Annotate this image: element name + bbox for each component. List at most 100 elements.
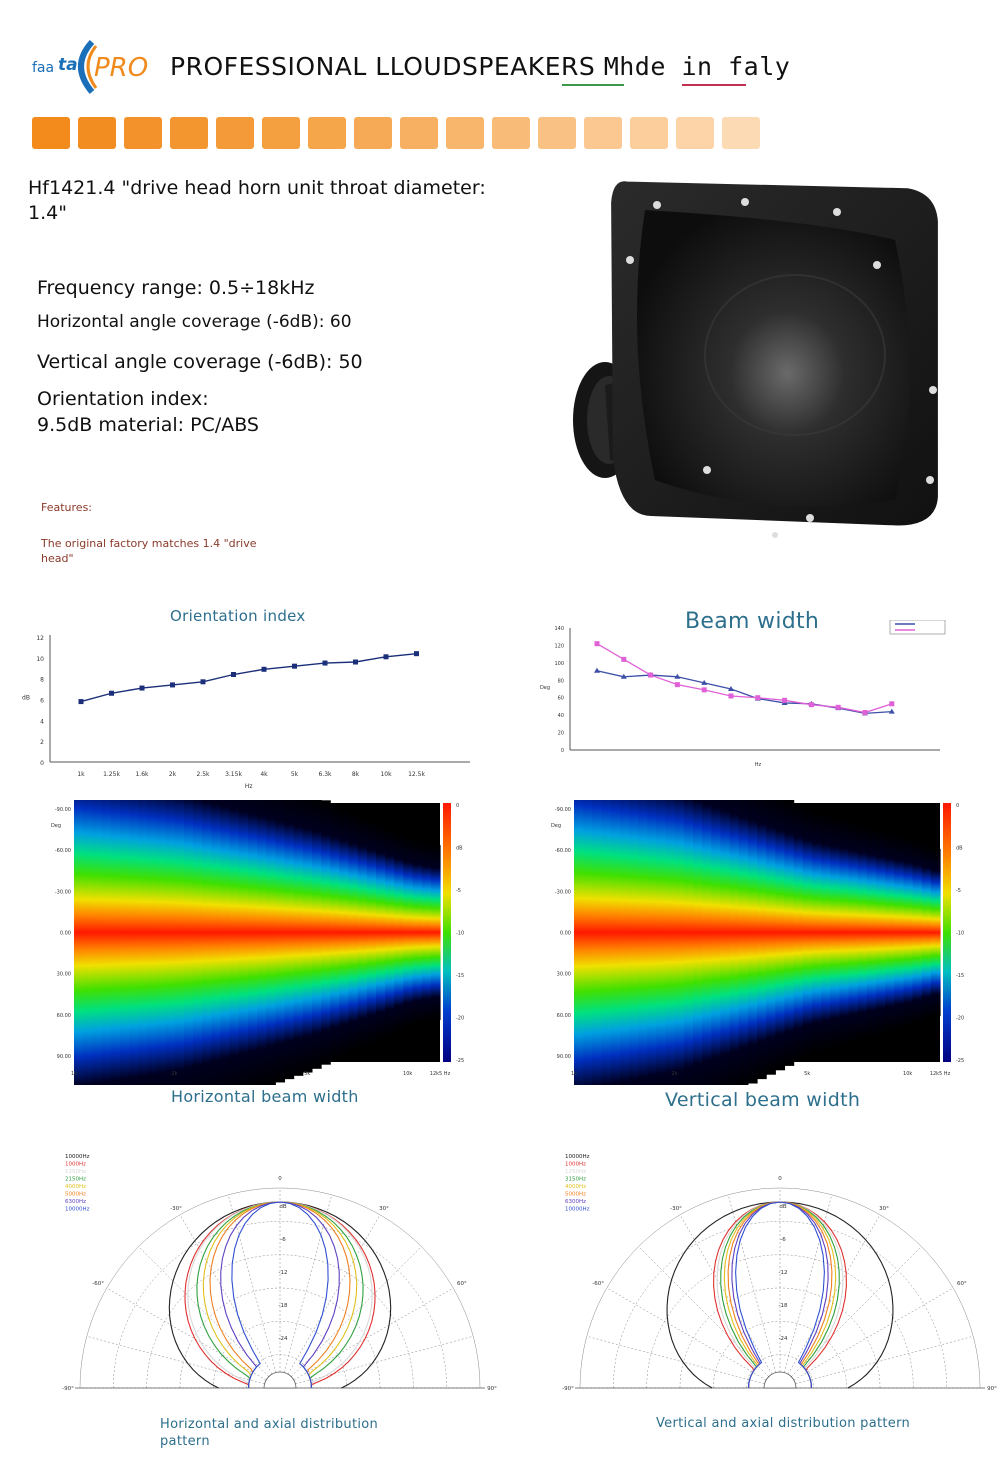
heatmap-slice xyxy=(583,800,593,1085)
heatmap-slice xyxy=(74,800,84,1085)
heatmap-slice xyxy=(692,800,703,1085)
polar-legend-item: 10000Hz xyxy=(65,1154,90,1160)
heatmap-slice xyxy=(912,841,923,1024)
polar-radial-label: -24 xyxy=(279,1336,288,1342)
data-point xyxy=(621,656,627,662)
polar-curve xyxy=(735,1201,825,1388)
polar-angle-label: 60° xyxy=(957,1281,967,1287)
polar-center-cap xyxy=(763,1371,797,1389)
heatmap-slice xyxy=(683,800,694,1085)
features-label: Features: xyxy=(41,501,93,514)
data-point xyxy=(414,651,419,657)
colorbar-tick-label: -10 xyxy=(456,931,464,937)
y-axis-label: Deg xyxy=(51,823,61,829)
y-tick-label: 60 xyxy=(558,696,564,702)
polar-grid-spoke xyxy=(779,1335,974,1389)
legend-box xyxy=(889,620,946,635)
heatmap-slice xyxy=(147,800,157,1085)
polar-grid-spoke xyxy=(779,1214,881,1389)
data-point xyxy=(383,654,389,660)
x-tick-label: 10k xyxy=(380,771,392,778)
heatmap-slice xyxy=(802,807,813,1058)
y-tick-label: 30.00 xyxy=(557,972,571,978)
faatal-pro-logo: faa tal PRO xyxy=(32,39,148,94)
polar-grid-spoke xyxy=(86,1335,281,1389)
data-point xyxy=(648,672,654,678)
underline-red xyxy=(682,84,746,86)
y-tick-label: 140 xyxy=(554,626,564,632)
heatmap-slice xyxy=(421,842,432,1023)
caption-vertical-beam-width: Vertical beam width xyxy=(665,1089,861,1111)
heatmap-slice xyxy=(366,820,377,1045)
polar-grid-ring xyxy=(213,1321,347,1389)
beam-width-chart: 0 20 40 60 80 100 120 140 Deg Hz xyxy=(540,620,946,768)
logo-text-faa: faa xyxy=(32,60,54,76)
vertical-beam-heatmap: -90.00 -60.00 -30.00 0.00 30.00 60.00 90.00 Deg… xyxy=(551,800,964,1085)
heatmap-slice xyxy=(128,800,139,1085)
colorbar-tick-label: 0 xyxy=(956,803,959,809)
polar-grid-spoke xyxy=(279,1214,381,1389)
polar-legend-item: 1250Hz xyxy=(565,1169,586,1175)
heatmap-slice xyxy=(394,833,404,1032)
x-tick-label: 6.3k xyxy=(318,771,332,778)
data-point xyxy=(835,704,841,710)
spec-material: 9.5dB material: PC/ABS xyxy=(37,414,259,436)
polar-grid-spoke xyxy=(179,1214,281,1389)
colorbar-tick-label: -15 xyxy=(956,973,964,979)
colorbar-tick-label: -20 xyxy=(956,1016,964,1022)
heatmap-slice xyxy=(174,800,185,1085)
polar-legend-item: 4000Hz xyxy=(565,1184,586,1190)
logo-text-pro: PRO xyxy=(94,53,148,83)
heatmap-slice xyxy=(339,808,350,1057)
data-point xyxy=(594,641,600,647)
gradient-swatch xyxy=(538,117,576,149)
heatmap-slice xyxy=(385,829,395,1036)
y-tick-label: 12 xyxy=(36,635,44,642)
beam-series-line xyxy=(596,643,893,714)
polar-radial-label: -18 xyxy=(779,1303,788,1309)
heatmap-slice xyxy=(775,800,786,1071)
data-point xyxy=(808,702,814,708)
data-point xyxy=(888,708,895,714)
spec-orientation-label: Orientation index: xyxy=(37,388,209,410)
heatmap-slice xyxy=(793,803,804,1062)
y-axis-label: Deg xyxy=(540,685,550,691)
heatmap-slice xyxy=(921,845,932,1020)
heatmap-slice xyxy=(601,800,612,1085)
data-point xyxy=(292,663,297,669)
polar-radial-label: -24 xyxy=(779,1336,788,1342)
caption-orientation-index: Orientation index xyxy=(170,607,306,625)
data-point xyxy=(782,697,788,703)
heatmap-slice xyxy=(610,800,621,1085)
y-tick-label: 0.00 xyxy=(560,931,571,937)
x-tick-label: 5k xyxy=(804,1071,810,1077)
polar-angle-label: -90° xyxy=(562,1386,574,1392)
heatmap-slice xyxy=(866,827,877,1038)
x-axis-label: Hz xyxy=(245,783,253,790)
heatmap-slice xyxy=(738,800,749,1085)
spec-orientation-material: Orientation index: 9.5dB material: PC/AB… xyxy=(37,386,259,438)
gradient-swatch xyxy=(400,117,438,149)
heatmap-slice xyxy=(821,814,831,1051)
y-tick-label: 60.00 xyxy=(57,1013,71,1019)
x-tick-label: 5k xyxy=(291,771,299,778)
heatmap-slice xyxy=(202,800,212,1085)
x-tick-label: 1.25k xyxy=(103,771,120,778)
y-tick-label: 90.00 xyxy=(557,1054,571,1060)
polar-angle-label: 0 xyxy=(778,1176,782,1182)
heatmap-slice xyxy=(711,800,721,1085)
polar-angle-label: -30° xyxy=(170,1206,182,1212)
y-axis-label: Deg xyxy=(551,823,561,829)
horn-product-image xyxy=(573,181,938,538)
y-tick-label: 4 xyxy=(40,718,44,725)
gradient-swatch xyxy=(216,117,254,149)
heatmap-slice xyxy=(284,800,295,1080)
y-tick-label: 120 xyxy=(554,643,564,649)
heatmap-slice xyxy=(275,800,286,1083)
data-point xyxy=(620,673,627,679)
polar-angle-label: -90° xyxy=(62,1386,74,1392)
y-tick-label: 60.00 xyxy=(557,1013,571,1019)
colorbar-tick-label: -20 xyxy=(456,1016,464,1022)
polar-legend-item: 1000Hz xyxy=(565,1162,586,1168)
heatmap-slice xyxy=(101,800,112,1085)
